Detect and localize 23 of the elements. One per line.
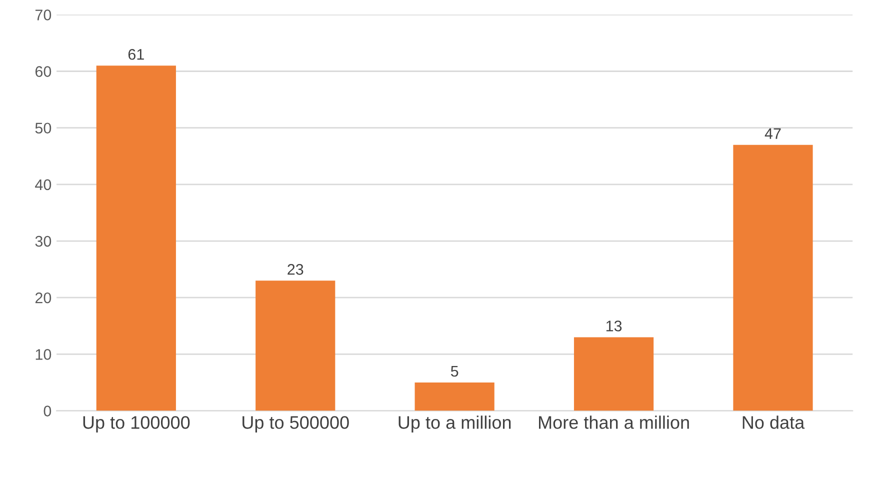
- y-tick-label: 10: [36, 349, 52, 360]
- bar: [733, 144, 813, 411]
- x-tick-label: No data: [742, 416, 805, 429]
- data-label: 23: [288, 264, 304, 275]
- x-tick-label: Up to 100000: [83, 416, 190, 432]
- data-label: 47: [764, 128, 781, 139]
- y-tick-label: 20: [35, 292, 52, 304]
- data-label: 61: [128, 48, 144, 60]
- bar: [96, 66, 176, 411]
- x-tick-label: Up to a million: [398, 416, 511, 432]
- bar: [574, 337, 654, 411]
- bar: [414, 382, 494, 411]
- x-tick-label: Up to 500000: [242, 416, 349, 432]
- y-tick-label: 60: [35, 66, 52, 77]
- data-label: 5: [450, 366, 458, 377]
- y-tick-label: 70: [35, 10, 52, 20]
- data-label: 13: [606, 320, 622, 332]
- y-tick-label: 30: [35, 236, 52, 247]
- y-tick-label: 50: [35, 122, 52, 134]
- y-tick-label: 0: [44, 406, 52, 416]
- y-tick-label: 40: [35, 179, 52, 190]
- x-tick-label: More than a million: [539, 416, 689, 429]
- bar: [256, 280, 336, 411]
